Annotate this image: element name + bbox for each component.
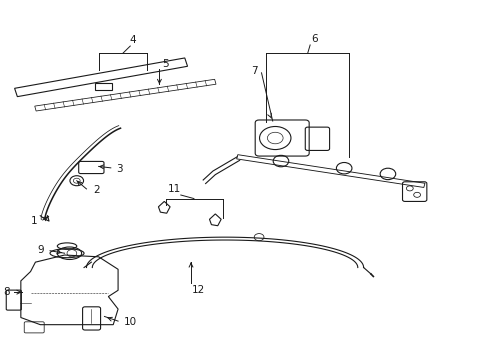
Text: 3: 3: [116, 163, 123, 174]
Text: 2: 2: [93, 185, 99, 195]
Text: 12: 12: [192, 285, 205, 296]
Text: 8: 8: [3, 287, 10, 297]
Text: 4: 4: [129, 35, 136, 45]
Text: 10: 10: [123, 317, 137, 327]
Text: 5: 5: [162, 59, 168, 68]
Text: 7: 7: [250, 66, 257, 76]
Text: 9: 9: [38, 245, 44, 255]
Text: 1: 1: [31, 216, 37, 226]
Text: 6: 6: [311, 34, 318, 44]
Text: 11: 11: [167, 184, 180, 194]
